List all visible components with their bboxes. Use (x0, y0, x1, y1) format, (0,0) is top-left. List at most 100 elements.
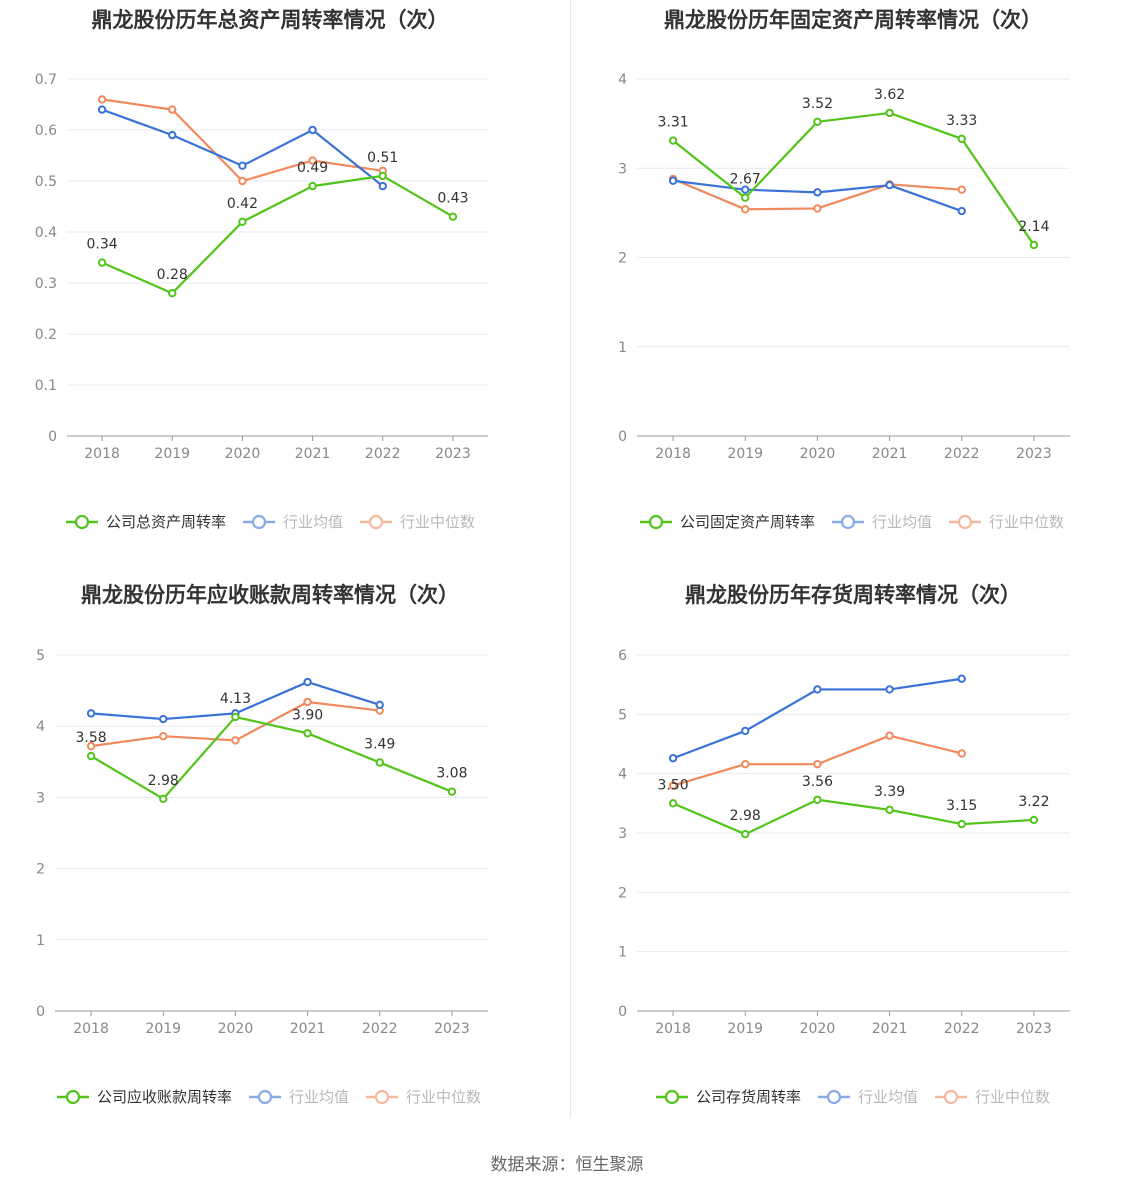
legend-label: 行业均值 (289, 1088, 349, 1106)
data-point-company[interactable] (86, 751, 96, 761)
data-point-company[interactable] (813, 795, 822, 804)
legend-item-company[interactable]: 公司总资产周转率 (66, 513, 226, 531)
data-point-median[interactable] (885, 731, 894, 740)
data-point-average[interactable] (668, 176, 678, 185)
data-point-average[interactable] (741, 726, 750, 736)
legend-marker (368, 514, 384, 530)
data-point-company[interactable] (957, 819, 966, 829)
data-point-average[interactable] (885, 181, 894, 190)
data-point-median[interactable] (741, 205, 750, 214)
chart-panel-total-asset-turnover: 鼎龙股份历年总资产周转率情况（次） 0 0.1 0.2 0.3 0.4 0.5 0.6 0.7 2… (0, 0, 567, 575)
x-tick-label: 2018 (84, 446, 120, 462)
data-point-company[interactable] (97, 258, 107, 267)
data-point-median[interactable] (159, 731, 168, 741)
data-point-company[interactable] (448, 212, 458, 221)
data-point-company[interactable] (303, 729, 312, 738)
legend-label: 行业中位数 (975, 1088, 1050, 1106)
data-point-company[interactable] (957, 134, 966, 143)
data-point-average[interactable] (813, 188, 822, 197)
data-point-average[interactable] (97, 105, 107, 114)
y-tick-label: 0.6 (35, 123, 57, 139)
x-tick-label: 2018 (655, 446, 691, 462)
y-tick-label: 1 (36, 933, 45, 949)
y-tick-label: 2 (618, 885, 627, 901)
data-point-company[interactable] (159, 794, 168, 804)
legend-marker (826, 1089, 842, 1105)
data-point-average[interactable] (238, 161, 247, 170)
data-point-median[interactable] (957, 749, 966, 758)
data-point-company[interactable] (668, 136, 678, 145)
legend-item-average[interactable]: 行业均值 (249, 1088, 349, 1106)
data-point-median[interactable] (231, 736, 240, 745)
data-point-average[interactable] (375, 700, 384, 710)
data-point-company[interactable] (813, 117, 822, 127)
data-label: 3.50 (657, 777, 688, 793)
x-tick-label: 2022 (944, 446, 980, 462)
data-point-average[interactable] (168, 130, 177, 140)
legend-item-company[interactable]: 公司存货周转率 (656, 1088, 801, 1106)
data-point-company[interactable] (447, 787, 457, 796)
legend-item-median[interactable]: 行业中位数 (949, 513, 1064, 531)
legend-item-company[interactable]: 公司应收账款周转率 (57, 1088, 232, 1106)
data-point-average[interactable] (957, 674, 966, 683)
data-point-median[interactable] (813, 759, 822, 769)
data-point-company[interactable] (885, 108, 894, 118)
y-tick-label: 0.7 (35, 72, 57, 88)
legend-item-average[interactable]: 行业均值 (243, 513, 343, 531)
data-point-average[interactable] (813, 685, 822, 694)
data-point-median[interactable] (303, 697, 312, 707)
legend-item-average[interactable]: 行业均值 (818, 1088, 918, 1106)
data-point-company[interactable] (741, 193, 750, 202)
data-point-average[interactable] (957, 206, 966, 216)
data-point-average[interactable] (668, 754, 678, 763)
x-tick-label: 2022 (365, 446, 401, 462)
legend-item-average[interactable]: 行业均值 (832, 513, 932, 531)
data-point-median[interactable] (86, 741, 96, 751)
data-point-company[interactable] (308, 181, 317, 191)
x-tick-label: 2023 (1016, 446, 1052, 462)
data-point-company[interactable] (231, 712, 240, 722)
data-point-company[interactable] (885, 805, 894, 815)
chart-panel-fixed-asset-turnover: 鼎龙股份历年固定资产周转率情况（次） 0 1 2 3 4 2018 2019 2020 2021 2… (567, 0, 1134, 575)
data-point-median[interactable] (813, 204, 822, 213)
legend-item-median[interactable]: 行业中位数 (366, 1088, 481, 1106)
data-point-company[interactable] (238, 217, 247, 227)
data-point-median[interactable] (741, 759, 750, 769)
data-point-average[interactable] (741, 185, 750, 194)
data-point-company[interactable] (1029, 240, 1039, 250)
data-point-company[interactable] (375, 758, 384, 767)
data-point-average[interactable] (303, 677, 312, 687)
data-point-company[interactable] (668, 799, 678, 808)
data-label: 3.15 (946, 798, 977, 814)
data-point-average[interactable] (308, 125, 317, 135)
legend-item-median[interactable]: 行业中位数 (360, 513, 475, 531)
data-point-company[interactable] (168, 289, 177, 298)
series-line-company (90, 715, 453, 800)
data-point-median[interactable] (668, 781, 678, 790)
legend-label: 公司应收账款周转率 (97, 1088, 232, 1106)
legend-item-median[interactable]: 行业中位数 (935, 1088, 1050, 1106)
data-point-average[interactable] (378, 181, 387, 191)
data-point-average[interactable] (885, 685, 894, 694)
data-point-median[interactable] (97, 95, 107, 104)
legend-label: 行业均值 (858, 1088, 918, 1106)
data-point-company[interactable] (378, 171, 387, 181)
y-tick-label: 3 (36, 790, 45, 806)
data-label: 3.52 (802, 96, 833, 112)
data-point-company[interactable] (1029, 815, 1039, 825)
data-point-median[interactable] (308, 156, 317, 165)
data-point-median[interactable] (957, 185, 966, 194)
data-label: 0.34 (86, 237, 117, 253)
data-point-average[interactable] (159, 714, 168, 724)
chart-panel-receivables-turnover: 鼎龙股份历年应收账款周转率情况（次） 0 1 2 3 4 5 2018 2019 2020 2021… (0, 575, 567, 1150)
y-tick-label: 0 (48, 429, 57, 445)
legend-marker (664, 1089, 680, 1105)
data-label: 2.14 (1018, 219, 1049, 235)
data-point-median[interactable] (238, 176, 247, 186)
x-tick-label: 2018 (655, 1021, 691, 1037)
legend-label: 行业中位数 (406, 1088, 481, 1106)
legend-item-company[interactable]: 公司固定资产周转率 (640, 513, 815, 531)
data-point-average[interactable] (86, 709, 96, 718)
data-point-median[interactable] (168, 105, 177, 114)
data-point-company[interactable] (741, 829, 750, 839)
